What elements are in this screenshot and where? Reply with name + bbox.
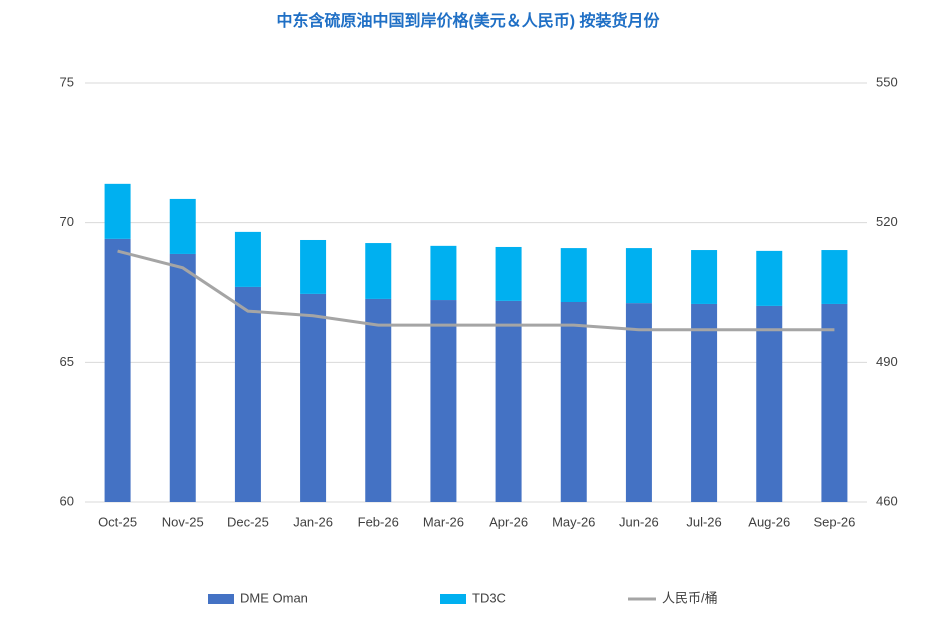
- x-tick-label: Apr-26: [489, 514, 528, 529]
- x-tick-label: Oct-25: [98, 514, 137, 529]
- bar: [691, 250, 718, 304]
- bar: [234, 286, 261, 502]
- bar: [365, 298, 392, 502]
- bar: [625, 303, 652, 502]
- bar: [169, 198, 196, 254]
- x-tick-label: Dec-25: [227, 514, 269, 529]
- y-tick-label: 60: [60, 493, 74, 508]
- x-tick-label: Sep-26: [813, 514, 855, 529]
- y-tick-label: 75: [60, 74, 74, 89]
- x-tick-label: May-26: [552, 514, 595, 529]
- bar: [756, 305, 783, 502]
- bar: [104, 183, 131, 239]
- bar: [756, 250, 783, 306]
- y2-tick-label: 490: [876, 354, 898, 369]
- bar: [821, 303, 848, 502]
- bar: [560, 248, 587, 302]
- y-tick-label: 65: [60, 354, 74, 369]
- legend-swatch: [208, 594, 234, 604]
- bar: [300, 239, 327, 294]
- bar: [430, 245, 457, 301]
- y-tick-label: 70: [60, 214, 74, 229]
- legend-swatch: [440, 594, 466, 604]
- bar: [495, 300, 522, 502]
- bar: [560, 301, 587, 502]
- bar: [625, 248, 652, 304]
- bar: [104, 238, 131, 503]
- bar: [691, 303, 718, 502]
- x-tick-label: Jan-26: [293, 514, 333, 529]
- x-tick-label: Nov-25: [162, 514, 204, 529]
- x-tick-label: Aug-26: [748, 514, 790, 529]
- bar: [430, 300, 457, 502]
- bar: [365, 243, 392, 299]
- y2-tick-label: 550: [876, 74, 898, 89]
- chart-title: 中东含硫原油中国到岸价格(美元＆人民币) 按装货月份: [276, 11, 660, 30]
- x-tick-label: Mar-26: [423, 514, 464, 529]
- bar: [300, 293, 327, 502]
- x-tick-label: Jun-26: [619, 514, 659, 529]
- bar: [495, 246, 522, 301]
- legend-label: TD3C: [472, 590, 506, 605]
- y2-tick-label: 520: [876, 214, 898, 229]
- line: [117, 249, 835, 332]
- bar: [169, 253, 196, 502]
- bar: [234, 231, 261, 287]
- x-tick-label: Jul-26: [686, 514, 721, 529]
- bar: [821, 250, 848, 304]
- legend-label: 人民币/桶: [662, 590, 718, 605]
- y2-tick-label: 460: [876, 493, 898, 508]
- legend-label: DME Oman: [240, 590, 308, 605]
- x-tick-label: Feb-26: [358, 514, 399, 529]
